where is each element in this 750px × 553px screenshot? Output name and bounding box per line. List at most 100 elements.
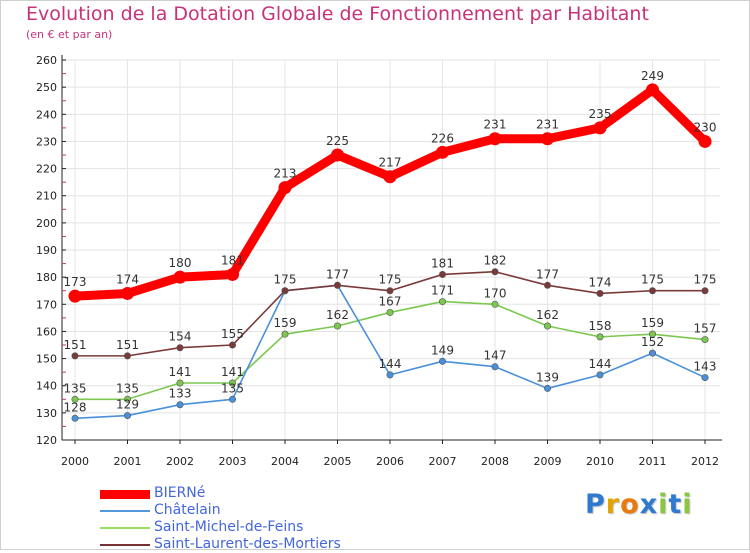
x-tick-label-2011: 2011 [639, 455, 667, 468]
series-saint-michel-de-feins [71, 298, 709, 403]
point-bierne-2010 [593, 121, 607, 135]
data-label-saint-laurent-des-mortiers-2010: 174 [589, 275, 612, 289]
data-label-saint-michel-de-feins-2000: 135 [64, 381, 87, 395]
y-tick-label-240: 240 [36, 108, 57, 121]
data-label-saint-michel-de-feins-2010: 158 [589, 319, 612, 333]
legend-swatch [100, 489, 150, 499]
data-label-bierne-2001: 174 [116, 272, 139, 286]
point-chatelain-2007 [438, 357, 446, 365]
data-label-bierne-2008: 231 [484, 118, 507, 132]
logo-letter: x [639, 489, 659, 520]
point-saint-michel-de-feins-2001 [124, 395, 132, 403]
point-saint-laurent-des-mortiers-2010 [596, 289, 604, 297]
point-chatelain-2001 [124, 412, 132, 420]
legend-label: Saint-Laurent-des-Mortiers [154, 536, 341, 552]
tick-labels: 120 130 140 150 160 170 180 190 200 210 220 230 240 2… [36, 54, 719, 468]
legend-swatch [100, 544, 150, 546]
data-label-bierne-2011: 249 [641, 69, 664, 83]
data-label-chatelain-2012: 143 [694, 360, 717, 374]
x-tick-label-2007: 2007 [429, 455, 457, 468]
x-tick-label-2005: 2005 [324, 455, 352, 468]
y-tick-label-120: 120 [36, 434, 57, 447]
data-label-chatelain-2001: 129 [116, 398, 139, 412]
data-label-saint-michel-de-feins-2011: 159 [641, 316, 664, 330]
y-tick-label-170: 170 [36, 298, 57, 311]
chart-title: Evolution de la Dotation Globale de Fonc… [26, 3, 649, 25]
y-tick-label-250: 250 [36, 81, 57, 94]
chart-subtitle: (en € et par an) [26, 28, 113, 41]
data-label-saint-laurent-des-mortiers-2011: 175 [641, 273, 664, 287]
data-label-saint-michel-de-feins-2004: 159 [274, 316, 297, 330]
data-label-saint-michel-de-feins-2002: 141 [169, 365, 192, 379]
point-saint-michel-de-feins-2006 [386, 308, 394, 316]
axes [61, 55, 722, 444]
x-tick-label-2003: 2003 [219, 455, 247, 468]
point-saint-laurent-des-mortiers-2004 [281, 287, 289, 295]
logo-letter: o [620, 489, 640, 520]
x-tick-label-2000: 2000 [61, 455, 89, 468]
series-bierne [68, 83, 712, 303]
data-label-chatelain-2007: 149 [431, 343, 454, 357]
data-label-bierne-2000: 173 [64, 275, 87, 289]
data-label-saint-michel-de-feins-2006: 167 [379, 294, 402, 308]
y-tick-label-150: 150 [36, 353, 57, 366]
y-tick-label-190: 190 [36, 244, 57, 257]
point-bierne-2009 [541, 132, 554, 146]
point-saint-laurent-des-mortiers-2008 [491, 268, 499, 276]
x-tick-label-2010: 2010 [586, 455, 614, 468]
point-saint-michel-de-feins-2011 [648, 330, 656, 338]
point-saint-michel-de-feins-2010 [596, 333, 604, 341]
series-group [68, 83, 712, 422]
data-label-saint-laurent-des-mortiers-2004: 175 [274, 273, 297, 287]
data-label-saint-laurent-des-mortiers-2000: 151 [64, 338, 87, 352]
point-saint-michel-de-feins-2005 [333, 322, 341, 330]
legend-label: BIERNé [154, 485, 206, 501]
point-saint-laurent-des-mortiers-2001 [124, 352, 132, 360]
data-label-saint-laurent-des-mortiers-2002: 154 [169, 330, 192, 344]
point-bierne-2003 [226, 267, 239, 281]
point-saint-michel-de-feins-2003 [229, 379, 237, 387]
legend-swatch [100, 527, 150, 529]
data-label-bierne-2004: 213 [274, 167, 297, 181]
point-bierne-2012 [698, 134, 712, 148]
data-label-saint-laurent-des-mortiers-2008: 182 [484, 254, 507, 268]
point-saint-michel-de-feins-2009 [543, 322, 551, 330]
data-label-chatelain-2002: 133 [169, 387, 192, 401]
point-bierne-2006 [383, 170, 397, 184]
point-saint-laurent-des-mortiers-2011 [648, 287, 656, 295]
point-bierne-2001 [121, 286, 134, 300]
point-saint-michel-de-feins-2002 [176, 379, 184, 387]
point-chatelain-2011 [648, 349, 656, 357]
point-saint-laurent-des-mortiers-2000 [71, 352, 79, 360]
data-label-bierne-2009: 231 [536, 118, 559, 132]
x-tick-label-2012: 2012 [691, 455, 719, 468]
legend-swatch [100, 510, 150, 512]
point-saint-michel-de-feins-2012 [701, 336, 709, 344]
point-chatelain-2010 [596, 371, 604, 379]
point-saint-laurent-des-mortiers-2009 [543, 281, 551, 289]
data-label-saint-michel-de-feins-2001: 135 [116, 381, 139, 395]
data-label-saint-laurent-des-mortiers-2003: 155 [221, 327, 244, 341]
data-label-bierne-2007: 226 [431, 131, 454, 145]
data-label-saint-laurent-des-mortiers-2005: 177 [326, 267, 349, 281]
point-chatelain-2000 [71, 414, 79, 422]
data-label-saint-michel-de-feins-2012: 157 [694, 322, 717, 336]
data-label-saint-laurent-des-mortiers-2007: 181 [431, 256, 454, 270]
y-tick-label-230: 230 [36, 135, 57, 148]
logo-letter: i [682, 489, 693, 520]
point-saint-michel-de-feins-2008 [491, 300, 499, 308]
data-label-bierne-2002: 180 [169, 256, 192, 270]
data-label-chatelain-2000: 128 [64, 400, 87, 414]
point-bierne-2002 [173, 270, 187, 284]
logo-letter: t [668, 489, 683, 520]
y-tick-label-180: 180 [36, 271, 57, 284]
data-label-chatelain-2003: 135 [221, 381, 244, 395]
point-chatelain-2008 [491, 363, 499, 371]
point-saint-michel-de-feins-2007 [438, 298, 446, 306]
data-label-saint-michel-de-feins-2008: 170 [484, 286, 507, 300]
point-saint-michel-de-feins-2000 [71, 395, 79, 403]
data-label-chatelain-2008: 147 [484, 349, 507, 363]
data-label-chatelain-2010: 144 [589, 357, 612, 371]
